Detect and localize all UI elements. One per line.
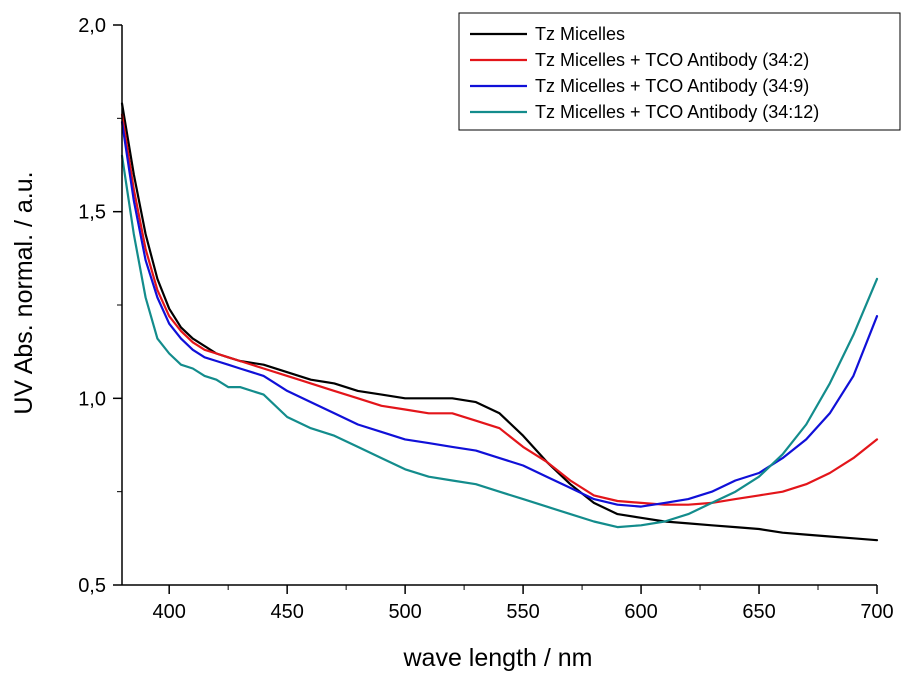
legend-items: Tz Micelles Tz Micelles + TCO Antibody (3… [470, 24, 819, 122]
y-tick-label: 1,5 [78, 202, 106, 224]
x-tick-label: 400 [153, 601, 186, 623]
series-lines [120, 102, 879, 542]
x-tick-label: 650 [742, 601, 775, 623]
x-axis-major-ticks [168, 585, 878, 594]
legend: Tz Micelles Tz Micelles + TCO Antibody (3… [458, 12, 901, 131]
y-tick-label: 2,0 [78, 15, 106, 37]
series-line-2 [120, 113, 879, 506]
y-axis-title: UV Abs. normal. / a.u. [10, 171, 38, 414]
legend-label-4: Tz Micelles + TCO Antibody (34:12) [535, 102, 819, 122]
x-axis-minor-ticks [227, 585, 819, 590]
series-line-4 [120, 154, 879, 529]
legend-label-2: Tz Micelles + TCO Antibody (34:2) [535, 50, 809, 70]
legend-label-3: Tz Micelles + TCO Antibody (34:9) [535, 76, 809, 96]
x-axis-title: wave length / nm [403, 644, 593, 672]
y-axis-tick-labels: 0,5 1,0 1,5 2,0 [78, 15, 106, 597]
legend-box [458, 12, 901, 131]
series-line-3 [120, 120, 879, 508]
x-axis-tick-labels: 400 450 500 550 600 650 700 [153, 601, 894, 623]
x-tick-label: 450 [270, 601, 303, 623]
y-tick-label: 1,0 [78, 388, 106, 410]
y-axis-ticks [113, 24, 122, 586]
x-tick-label: 500 [388, 601, 421, 623]
legend-label-1: Tz Micelles [535, 24, 625, 44]
series-line-1 [120, 102, 879, 542]
x-tick-label: 550 [506, 601, 539, 623]
x-tick-label: 700 [860, 601, 893, 623]
x-tick-label: 600 [624, 601, 657, 623]
y-tick-label: 0,5 [78, 575, 106, 597]
